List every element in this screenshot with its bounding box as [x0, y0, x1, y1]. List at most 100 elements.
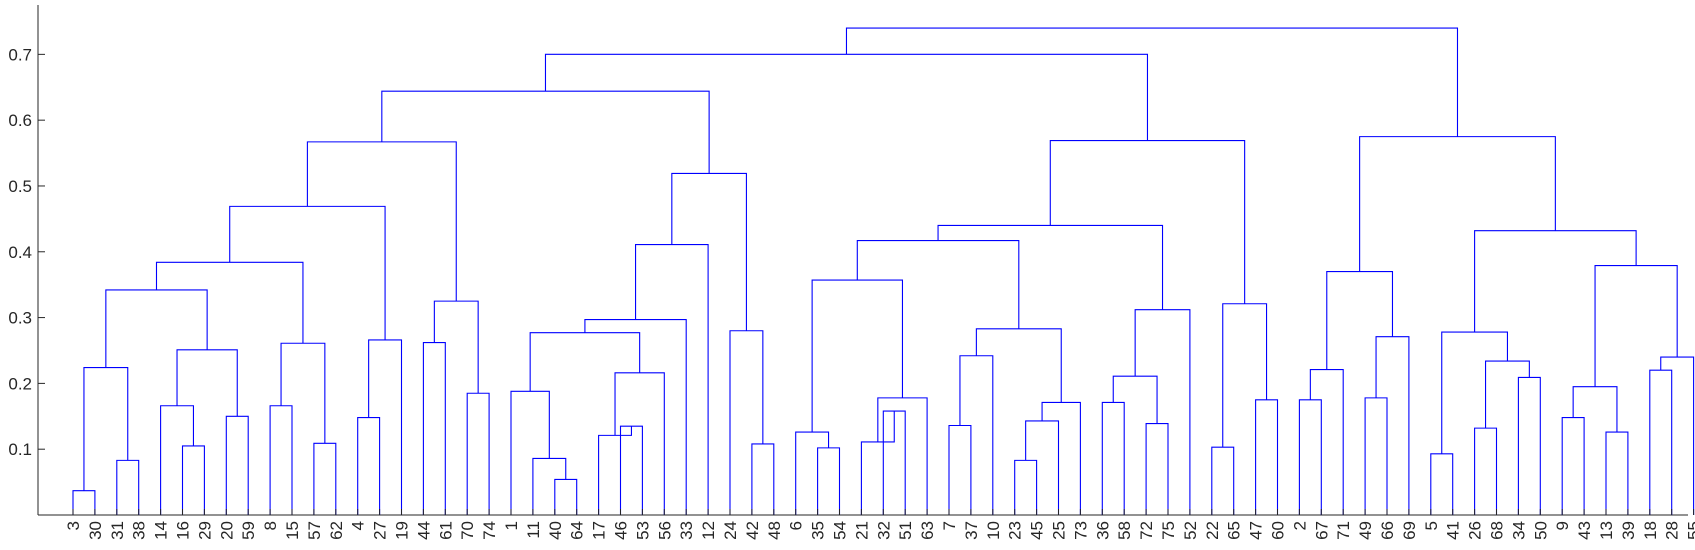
leaf-label: 29 [195, 521, 214, 540]
leaf-label: 70 [458, 521, 477, 540]
dendrogram-link-c74 [845, 27, 1459, 137]
dendrogram-link-c57 [1309, 369, 1344, 515]
leaf-label: 51 [896, 521, 915, 540]
dendrogram-link-c68 [1572, 386, 1618, 433]
dendrogram-link-c34 [795, 431, 830, 515]
leaf-label: 37 [962, 521, 981, 540]
leaf-label: 44 [414, 521, 433, 540]
dendrogram-link-c37 [877, 397, 928, 515]
leaf-label: 53 [633, 521, 652, 540]
leaf-label: 26 [1466, 521, 1485, 540]
dendrogram-link-c38 [811, 279, 904, 433]
dendrogram-link-c47 [1145, 422, 1169, 515]
dendrogram-link-c42 [1025, 420, 1060, 515]
leaf-label: 35 [809, 521, 828, 540]
dendrogram-link-c17 [466, 392, 490, 515]
dendrogram-link-c45 [856, 240, 1020, 329]
leaf-label: 49 [1356, 521, 1375, 540]
leaf-label: 16 [174, 521, 193, 540]
dendrogram-link-c24 [598, 426, 632, 515]
leaf-label: 5 [1422, 521, 1441, 530]
leaf-label: 21 [852, 521, 871, 540]
leaf-label: 72 [1137, 521, 1156, 540]
leaf-label: 28 [1663, 521, 1682, 540]
leaf-label: 47 [1247, 521, 1266, 540]
dendrogram-link-c27 [584, 319, 687, 515]
leaf-label: 54 [831, 521, 850, 540]
leaf-label: 10 [984, 521, 1003, 540]
leaf-label: 67 [1312, 521, 1331, 540]
y-tick-label: 0.3 [8, 309, 32, 328]
dendrogram-link-c72 [1474, 230, 1637, 333]
leaf-label: 31 [108, 521, 127, 540]
leaf-label: 7 [940, 521, 959, 530]
leaf-label: 40 [546, 521, 565, 540]
leaf-label: 23 [1006, 521, 1025, 540]
leaf-label: 6 [787, 521, 806, 530]
leaf-label: 15 [283, 521, 302, 540]
leaf-label: 38 [130, 521, 149, 540]
leaf-label: 27 [371, 521, 390, 540]
dendrogram-link-c51 [1211, 446, 1235, 515]
dendrogram-link-c46 [1101, 401, 1125, 515]
leaf-label: 36 [1093, 521, 1112, 540]
dendrogram-link-c11 [280, 342, 326, 444]
dendrogram-link-c15 [229, 205, 386, 340]
leaf-label: 58 [1115, 521, 1134, 540]
dendrogram-link-c28 [635, 243, 709, 515]
dendrogram-link-c41 [1014, 459, 1038, 515]
dendrogram-link-c19 [306, 141, 457, 302]
dendrogram-link-c5 [160, 405, 194, 515]
leaf-label: 63 [918, 521, 937, 540]
y-tick-label: 0.5 [8, 177, 32, 196]
dendrogram-link-c14 [368, 339, 403, 515]
dendrogram-link-c4 [181, 445, 205, 515]
dendrogram-link-c69 [1649, 369, 1673, 515]
leaf-label: 41 [1444, 521, 1463, 540]
dendrogram-link-c16 [422, 342, 446, 515]
dendrogram-link-c70 [1660, 356, 1695, 515]
dendrogram-link-c48 [1112, 375, 1158, 424]
leaf-label: 65 [1225, 521, 1244, 540]
leaf-label: 2 [1290, 521, 1309, 530]
dendrogram-link-c61 [1430, 453, 1454, 515]
leaf-label: 19 [393, 521, 412, 540]
dendrogram-link-c53 [1222, 303, 1268, 448]
y-tick-label: 0.1 [8, 440, 32, 459]
dendrogram-link-c55 [544, 53, 1149, 141]
leaf-label: 62 [327, 521, 346, 540]
dendrogram-link-c59 [1375, 336, 1410, 515]
dendrogram-link-c30 [729, 330, 764, 515]
dendrogram-link-c12 [155, 261, 304, 344]
leaf-label: 52 [1181, 521, 1200, 540]
dendrogram-link-c58 [1364, 397, 1388, 515]
leaf-label: 43 [1575, 521, 1594, 540]
leaf-label: 42 [743, 521, 762, 540]
dendrogram-link-c54 [1049, 140, 1246, 304]
leaf-label: 33 [677, 521, 696, 540]
dendrogram-link-c64 [1485, 360, 1530, 429]
axes [37, 5, 1688, 516]
leaf-label: 74 [480, 521, 499, 540]
dendrogram-link-c13 [357, 417, 381, 515]
dendrogram-link-c3 [83, 367, 129, 491]
leaf-label: 75 [1159, 521, 1178, 540]
dendrogram-link-c73 [1359, 136, 1556, 272]
dendrogram-link-c60 [1326, 270, 1394, 370]
y-tick-label: 0.7 [8, 45, 32, 64]
dendrogram-link-c2 [116, 459, 140, 515]
leaf-label: 32 [874, 521, 893, 540]
dendrogram-link-c26 [529, 332, 641, 392]
dendrogram-link-c43 [1041, 401, 1081, 515]
dendrogram-link-c62 [1474, 427, 1498, 515]
leaf-label: 56 [655, 521, 674, 540]
y-tick-label: 0.2 [8, 374, 32, 393]
x-axis-leaf-labels: 3 30 31 38 14 16 29 20 59 8 15 57 62 4 27 19 44 61 70 74 1 11… [64, 509, 1695, 540]
leaf-label: 68 [1488, 521, 1507, 540]
leaf-label: 59 [239, 521, 258, 540]
dendrogram-link-c66 [1561, 417, 1585, 515]
dendrogram-link-c29 [751, 443, 775, 515]
leaf-label: 8 [261, 521, 280, 530]
dendrogram-link-c20 [554, 478, 578, 515]
